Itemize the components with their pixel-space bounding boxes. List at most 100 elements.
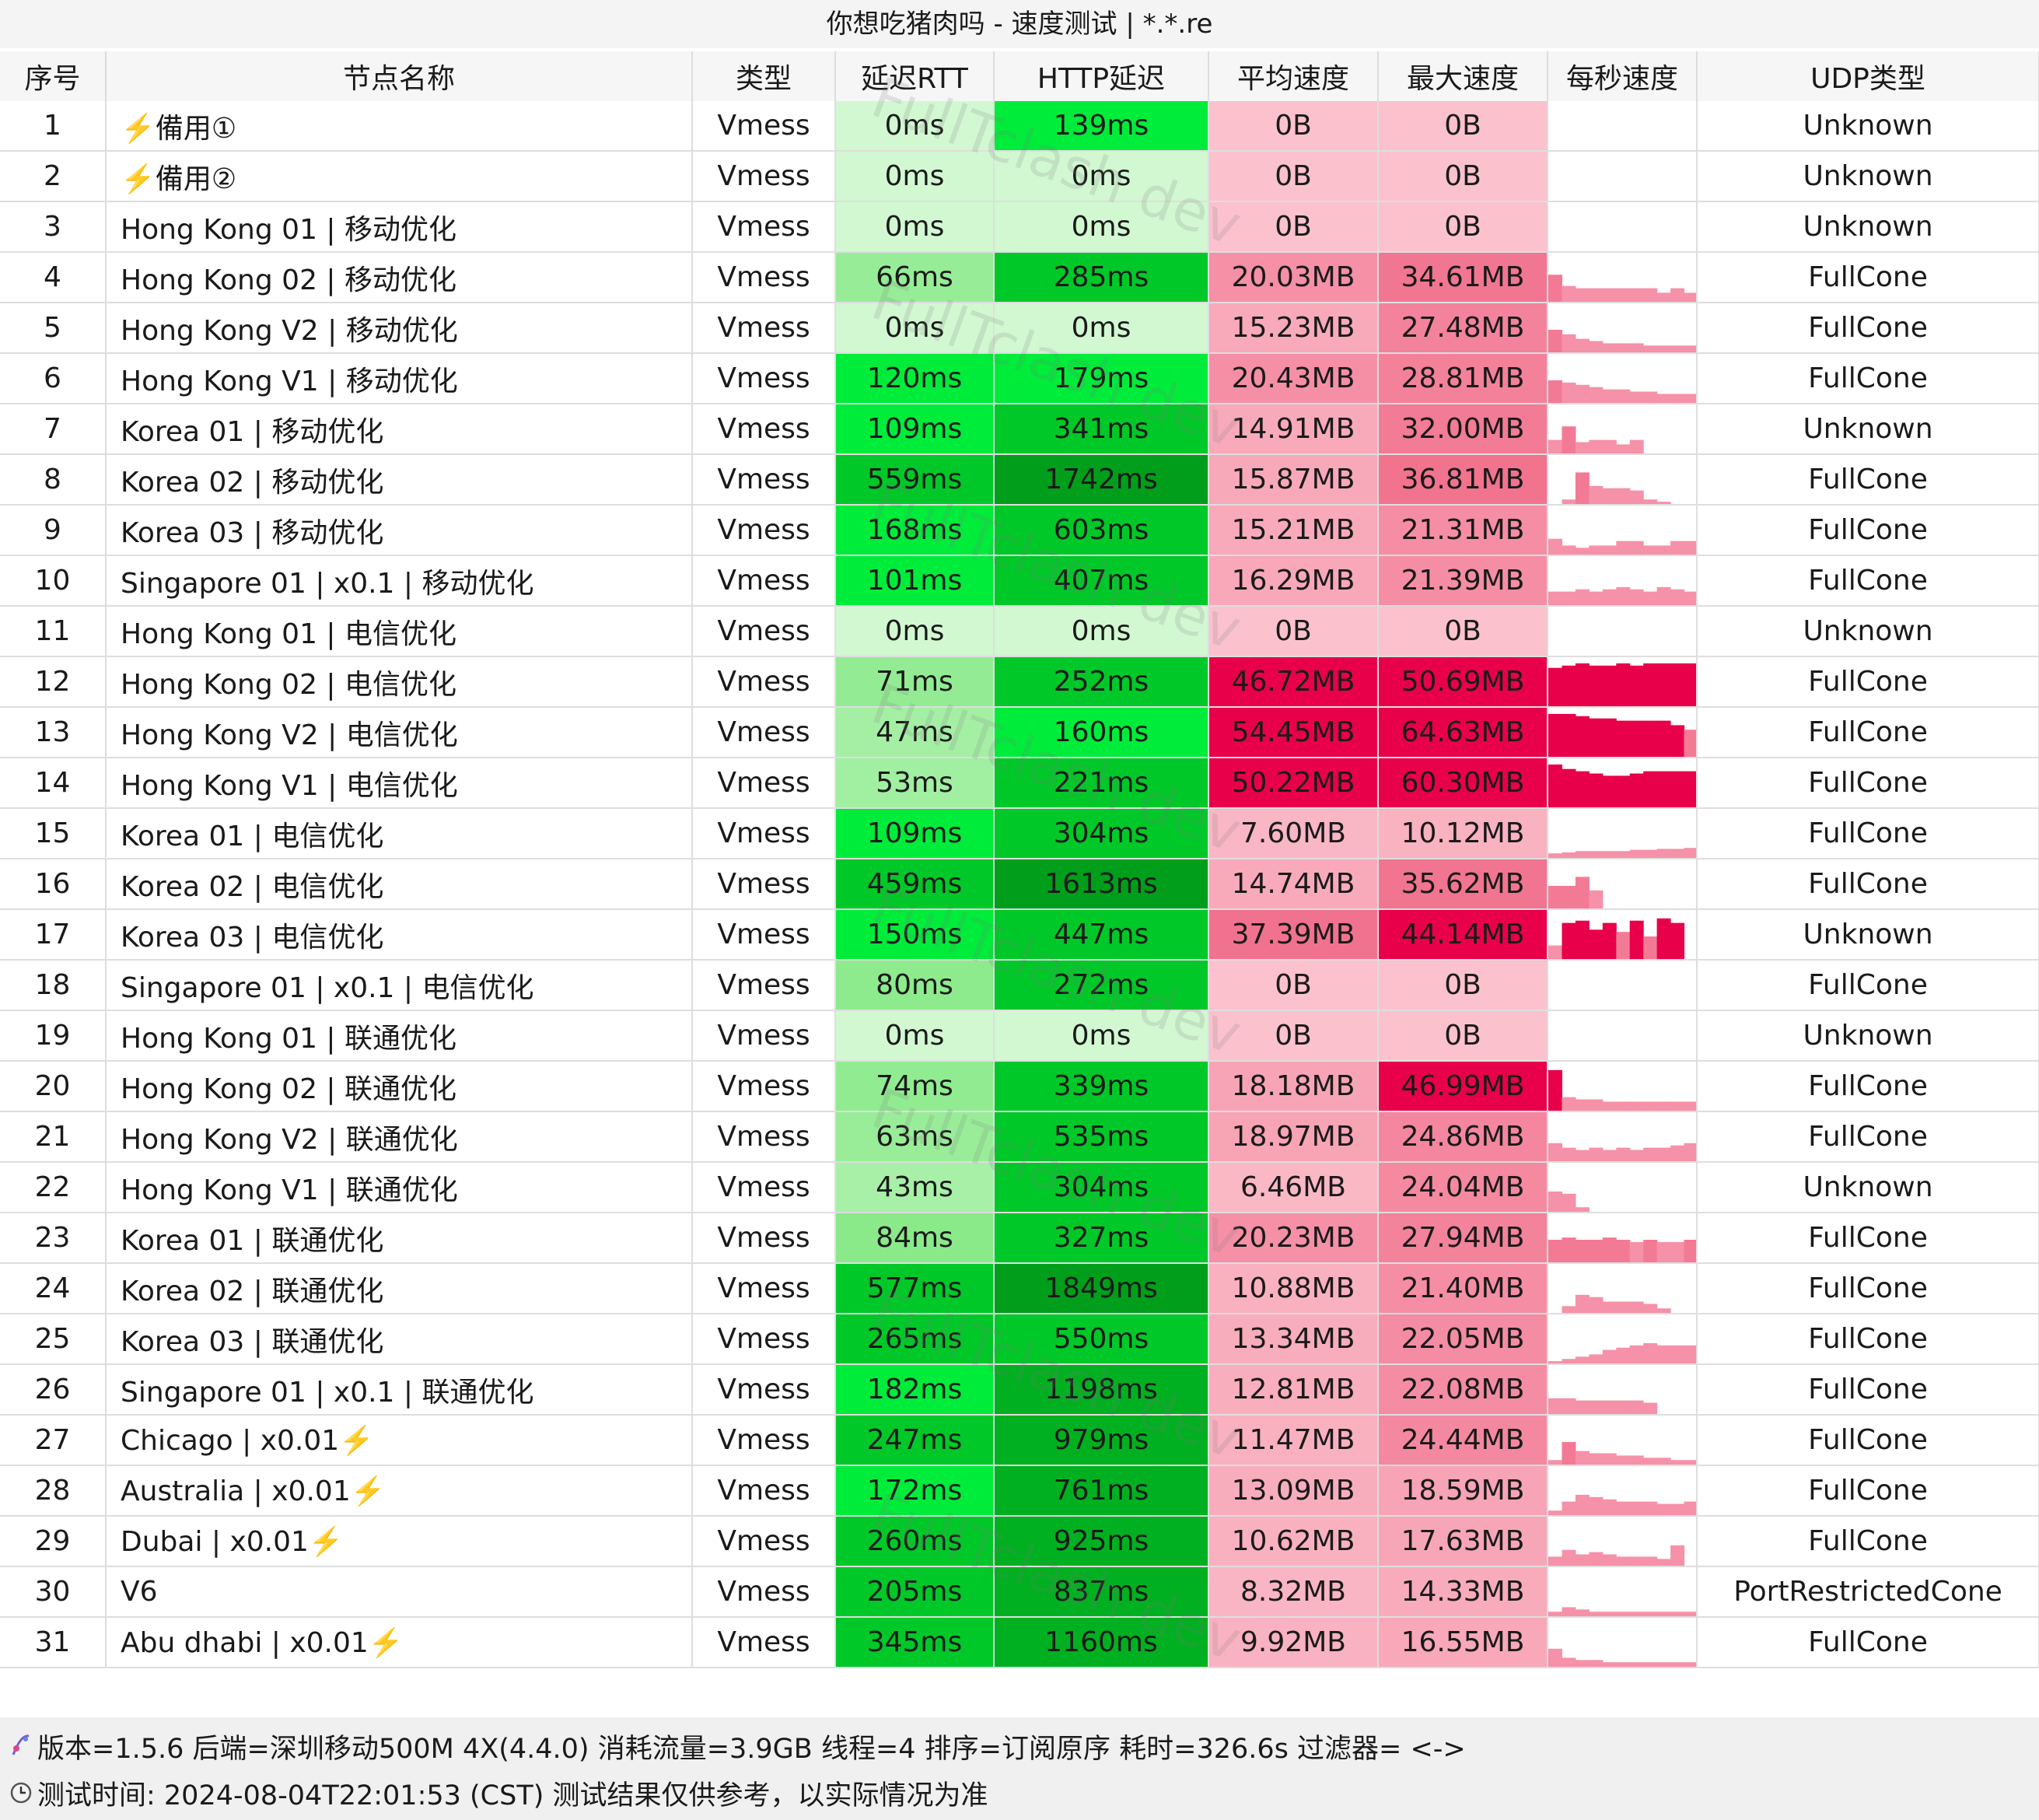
per-second-speed-sparkline: [1548, 1617, 1698, 1668]
sparkline-bar: [1656, 1503, 1671, 1514]
udp-type: Unknown: [1697, 201, 2039, 253]
max-speed: 0B: [1378, 151, 1548, 202]
table-row[interactable]: 30 V6 Vmess 205ms 837ms 8.32MB 14.33MB PortRest…: [0, 1566, 2039, 1618]
table-row[interactable]: 27 Chicago | x0.01⚡️ Vmess 247ms 979ms 11.47M…: [0, 1415, 2039, 1466]
sparkline-bar: [1670, 771, 1685, 807]
table-row[interactable]: 2 ⚡️備用② Vmess 0ms 0ms 0B 0B Unknown: [0, 151, 2039, 202]
udp-type: FullCone: [1697, 1314, 2039, 1365]
node-name: Korea 03 | 移动优化: [106, 505, 693, 556]
table-row[interactable]: 20 Hong Kong 02 | 联通优化 Vmess 74ms 339ms 18.18…: [0, 1061, 2039, 1112]
sparkline-bar: [1670, 848, 1685, 857]
sparkline-bar: [1575, 771, 1590, 807]
table-row[interactable]: 8 Korea 02 | 移动优化 Vmess 559ms 1742ms 15.87MB 3…: [0, 454, 2039, 506]
table-row[interactable]: 1 ⚡️備用① Vmess 0ms 139ms 0B 0B Unknown: [0, 101, 2039, 152]
node-name: Singapore 01 | x0.1 | 移动优化: [106, 555, 693, 607]
per-second-speed-sparkline: [1548, 758, 1698, 809]
table-row[interactable]: 14 Hong Kong V1 | 电信优化 Vmess 53ms 221ms 50.22…: [0, 758, 2039, 809]
max-speed: 0B: [1378, 1010, 1548, 1062]
http-latency: 1198ms: [994, 1364, 1209, 1416]
column-header[interactable]: 每秒速度: [1548, 51, 1698, 101]
table-row[interactable]: 29 Dubai | x0.01⚡️ Vmess 260ms 925ms 10.62MB 1…: [0, 1516, 2039, 1567]
table-row[interactable]: 15 Korea 01 | 电信优化 Vmess 109ms 304ms 7.60MB 10…: [0, 808, 2039, 859]
table-row[interactable]: 9 Korea 03 | 移动优化 Vmess 168ms 603ms 15.21MB 21…: [0, 505, 2039, 556]
average-speed: 18.18MB: [1208, 1061, 1379, 1112]
table-row[interactable]: 23 Korea 01 | 联通优化 Vmess 84ms 327ms 20.23MB 27…: [0, 1213, 2039, 1264]
sparkline-bar: [1602, 1237, 1617, 1262]
sparkline-bar: [1643, 1402, 1658, 1413]
sparkline-bar: [1589, 341, 1604, 352]
column-header[interactable]: 平均速度: [1208, 51, 1379, 101]
sparkline-bar: [1575, 1150, 1590, 1160]
udp-type: FullCone: [1697, 252, 2039, 303]
sparkline-bar: [1684, 847, 1695, 857]
node-name: Korea 01 | 电信优化: [106, 808, 693, 859]
udp-type: FullCone: [1697, 1111, 2039, 1163]
sparkline-bar: [1602, 1453, 1617, 1464]
max-speed: 17.63MB: [1378, 1516, 1548, 1567]
table-row[interactable]: 10 Singapore 01 | x0.1 | 移动优化 Vmess 101ms 40…: [0, 555, 2039, 607]
node-type: Vmess: [692, 1213, 836, 1264]
sparkline-bar: [1616, 443, 1631, 453]
sparkline-bar: [1629, 391, 1644, 402]
sparkline-bar: [1575, 1451, 1590, 1464]
udp-type: FullCone: [1697, 1617, 2039, 1668]
node-name: Hong Kong V2 | 电信优化: [106, 707, 693, 758]
table-row[interactable]: 16 Korea 02 | 电信优化 Vmess 459ms 1613ms 14.74MB…: [0, 859, 2039, 910]
sparkline-bar: [1684, 1501, 1695, 1514]
column-header[interactable]: 序号: [0, 51, 107, 101]
table-row[interactable]: 24 Korea 02 | 联通优化 Vmess 577ms 1849ms 10.88MB…: [0, 1263, 2039, 1314]
column-header[interactable]: 最大速度: [1378, 51, 1548, 101]
sparkline-bar: [1670, 1545, 1685, 1565]
table-row[interactable]: 12 Hong Kong 02 | 电信优化 Vmess 71ms 252ms 46.72…: [0, 656, 2039, 708]
table-row[interactable]: 13 Hong Kong V2 | 电信优化 Vmess 47ms 160ms 54.45…: [0, 707, 2039, 758]
table-row[interactable]: 11 Hong Kong 01 | 电信优化 Vmess 0ms 0ms 0B 0B Unkn…: [0, 606, 2039, 657]
http-latency: 1160ms: [994, 1617, 1209, 1668]
sparkline-bar: [1548, 1510, 1562, 1514]
sparkline-bar: [1548, 538, 1562, 554]
sparkline-bar: [1589, 718, 1604, 756]
average-speed: 20.43MB: [1208, 353, 1379, 404]
table-row[interactable]: 26 Singapore 01 | x0.1 | 联通优化 Vmess 182ms 11…: [0, 1364, 2039, 1416]
http-latency: 304ms: [994, 1162, 1209, 1213]
version-icon: [8, 1731, 34, 1765]
sparkline-bar: [1562, 1657, 1576, 1666]
column-header[interactable]: 节点名称: [106, 51, 693, 101]
sparkline-bar: [1643, 1661, 1658, 1666]
table-row[interactable]: 5 Hong Kong V2 | 移动优化 Vmess 0ms 0ms 15.23MB 27…: [0, 303, 2039, 354]
http-latency: 550ms: [994, 1314, 1209, 1365]
row-index: 31: [0, 1617, 107, 1668]
sparkline-bar: [1670, 1241, 1685, 1262]
table-row[interactable]: 17 Korea 03 | 电信优化 Vmess 150ms 447ms 37.39MB 4…: [0, 909, 2039, 961]
row-index: 4: [0, 252, 107, 303]
udp-type: Unknown: [1697, 909, 2039, 961]
sparkline-bar: [1602, 1400, 1617, 1413]
average-speed: 37.39MB: [1208, 909, 1379, 961]
table-row[interactable]: 28 Australia | x0.01⚡️ Vmess 172ms 761ms 13.0…: [0, 1465, 2039, 1517]
column-header[interactable]: UDP类型: [1697, 51, 2039, 101]
rtt-latency: 459ms: [835, 859, 995, 910]
column-header[interactable]: 类型: [692, 51, 836, 101]
udp-type: Unknown: [1697, 404, 2039, 455]
sparkline-bar: [1548, 1069, 1562, 1110]
sparkline-bar: [1589, 1099, 1604, 1110]
table-row[interactable]: 7 Korea 01 | 移动优化 Vmess 109ms 341ms 14.91MB 32…: [0, 404, 2039, 455]
table-row[interactable]: 19 Hong Kong 01 | 联通优化 Vmess 0ms 0ms 0B 0B Unkn…: [0, 1010, 2039, 1062]
table-row[interactable]: 21 Hong Kong V2 | 联通优化 Vmess 63ms 535ms 18.97…: [0, 1111, 2039, 1163]
sparkline-bar: [1656, 393, 1671, 402]
table-row[interactable]: 18 Singapore 01 | x0.1 | 电信优化 Vmess 80ms 272…: [0, 960, 2039, 1011]
per-second-speed-sparkline: [1548, 101, 1698, 152]
node-type: Vmess: [692, 1061, 836, 1112]
sparkline-bar: [1670, 1661, 1685, 1666]
max-speed: 0B: [1378, 101, 1548, 152]
table-row[interactable]: 6 Hong Kong V1 | 移动优化 Vmess 120ms 179ms 20.43…: [0, 353, 2039, 404]
sparkline-bar: [1616, 1556, 1631, 1565]
table-row[interactable]: 22 Hong Kong V1 | 联通优化 Vmess 43ms 304ms 6.46M…: [0, 1162, 2039, 1213]
table-row[interactable]: 31 Abu dhabi | x0.01⚡️ Vmess 345ms 1160ms 9.9…: [0, 1617, 2039, 1668]
table-row[interactable]: 25 Korea 03 | 联通优化 Vmess 265ms 550ms 13.34MB 2…: [0, 1314, 2039, 1365]
table-row[interactable]: 3 Hong Kong 01 | 移动优化 Vmess 0ms 0ms 0B 0B Unkno…: [0, 201, 2039, 253]
sparkline-bar: [1616, 541, 1631, 554]
column-header[interactable]: HTTP延迟: [994, 51, 1209, 101]
column-header[interactable]: 延迟RTT: [835, 51, 995, 101]
udp-type: FullCone: [1697, 353, 2039, 404]
table-row[interactable]: 4 Hong Kong 02 | 移动优化 Vmess 66ms 285ms 20.03M…: [0, 252, 2039, 303]
